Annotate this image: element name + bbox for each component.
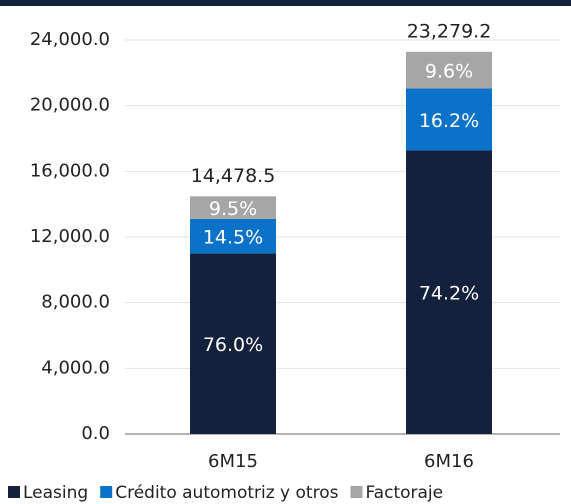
segment-label: 74.2% (419, 283, 479, 305)
y-tick-label: 20,000.0 (30, 95, 110, 116)
bar-segment (406, 51, 492, 89)
segment-label: 16.2% (419, 110, 479, 132)
y-tick-label: 16,000.0 (30, 160, 110, 181)
legend-label: Factoraje (365, 483, 443, 503)
legend-swatch (350, 486, 363, 498)
legend-swatch (100, 486, 113, 498)
bar-segment (190, 218, 276, 254)
legend-swatch (8, 486, 20, 498)
legend-label: Leasing (23, 483, 88, 503)
segment-label: 14.5% (203, 227, 263, 249)
header-bar (0, 0, 571, 6)
x-tick-label: 6M15 (208, 451, 258, 472)
segment-label: 76.0% (203, 334, 263, 356)
bar-segment (406, 150, 492, 434)
segment-label: 9.6% (425, 61, 473, 83)
bar-segment (190, 253, 276, 434)
total-label: 14,478.5 (191, 165, 276, 187)
y-tick-label: 4,000.0 (41, 357, 110, 378)
bar-segment (190, 196, 276, 219)
y-tick-label: 24,000.0 (30, 29, 110, 50)
y-tick-label: 0.0 (81, 423, 110, 444)
legend-label: Crédito automotriz y otros (115, 483, 338, 503)
total-label: 23,279.2 (407, 20, 492, 42)
segment-label: 9.5% (209, 198, 257, 220)
y-tick-label: 12,000.0 (30, 226, 110, 247)
y-tick-label: 8,000.0 (41, 292, 110, 313)
x-tick-label: 6M16 (424, 451, 474, 472)
bar-segment (406, 88, 492, 151)
